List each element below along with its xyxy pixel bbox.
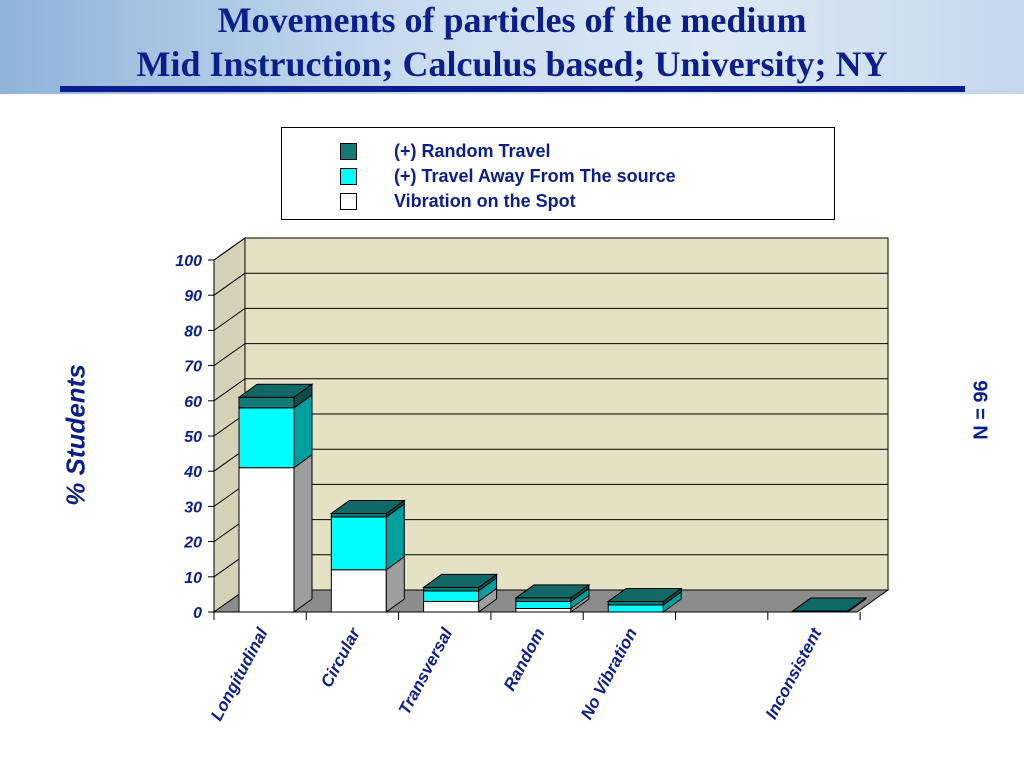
title-underline	[60, 86, 965, 92]
x-category-label: Random	[500, 625, 549, 694]
bar-travel-away-longitudinal-front	[238, 407, 295, 469]
y-tick-label: 100	[175, 253, 202, 270]
legend-label-random-travel: (+) Random Travel	[394, 141, 551, 161]
gridline-side	[213, 237, 246, 261]
gridline-side	[213, 378, 246, 402]
y-tick-label: 40	[183, 464, 202, 481]
bar-random-travel-longitudinal-front	[238, 396, 295, 409]
bar-top-no-vibration	[606, 587, 683, 602]
bar-vibration-transversal-front	[423, 600, 480, 613]
y-tick-label: 80	[184, 323, 202, 340]
y-tick-label: 60	[184, 394, 202, 411]
bar-vibration-circular-front	[330, 569, 387, 613]
bar-travel-away-random-front	[515, 600, 572, 609]
bar-top-longitudinal	[237, 383, 314, 398]
x-category-label: Inconsistent	[762, 624, 826, 723]
legend-label-vibration: Vibration on the Spot	[394, 191, 576, 211]
bar-vibration-random-front	[515, 607, 572, 613]
x-category-label: Transversal	[395, 624, 457, 718]
bar-random-travel-circular-front	[330, 512, 387, 518]
bar-top-inconsistent	[791, 597, 868, 612]
y-tick-label: 0	[193, 605, 202, 622]
y-tick-label: 50	[184, 429, 202, 446]
bar-top-circular	[329, 499, 406, 514]
bar-random-travel-random-front	[515, 597, 572, 602]
bar-travel-away-no-vibration-front	[607, 604, 664, 613]
y-tick-label: 20	[183, 535, 202, 552]
slide-title-line-1: Movements of particles of the medium	[217, 0, 807, 40]
gridline-side	[213, 343, 246, 367]
bar-travel-away-circular-front	[330, 516, 387, 571]
legend-swatch-random-travel	[340, 143, 357, 160]
bar-travel-away-transversal-front	[423, 590, 480, 602]
gridline-side	[213, 272, 246, 296]
legend-swatch-travel-away	[340, 168, 357, 185]
bar-vibration-longitudinal-side	[293, 453, 313, 613]
gridline-side	[213, 307, 246, 331]
y-tick-label: 10	[184, 570, 202, 587]
title-banner	[0, 0, 1024, 94]
y-tick-label: 30	[184, 499, 202, 516]
slide-title-line-2: Mid Instruction; Calculus based; Univers…	[136, 44, 888, 84]
x-category-label: Longitudinal	[207, 624, 272, 724]
chart-legend: (+) Random Travel (+) Travel Away From T…	[281, 127, 835, 220]
x-category-label: Circular	[317, 624, 365, 691]
x-category-label: No Vibration	[577, 625, 641, 723]
legend-label-travel-away: (+) Travel Away From The source	[394, 166, 676, 186]
bar-vibration-longitudinal-front	[238, 467, 295, 613]
bar-random-travel-transversal-front	[423, 586, 480, 592]
bar-random-travel-no-vibration-front	[607, 600, 664, 606]
bar-top-random	[514, 584, 591, 599]
bar-top-transversal	[422, 573, 499, 588]
y-tick-label: 90	[184, 288, 202, 305]
y-tick-label: 70	[184, 359, 202, 376]
legend-swatch-vibration	[340, 193, 357, 210]
